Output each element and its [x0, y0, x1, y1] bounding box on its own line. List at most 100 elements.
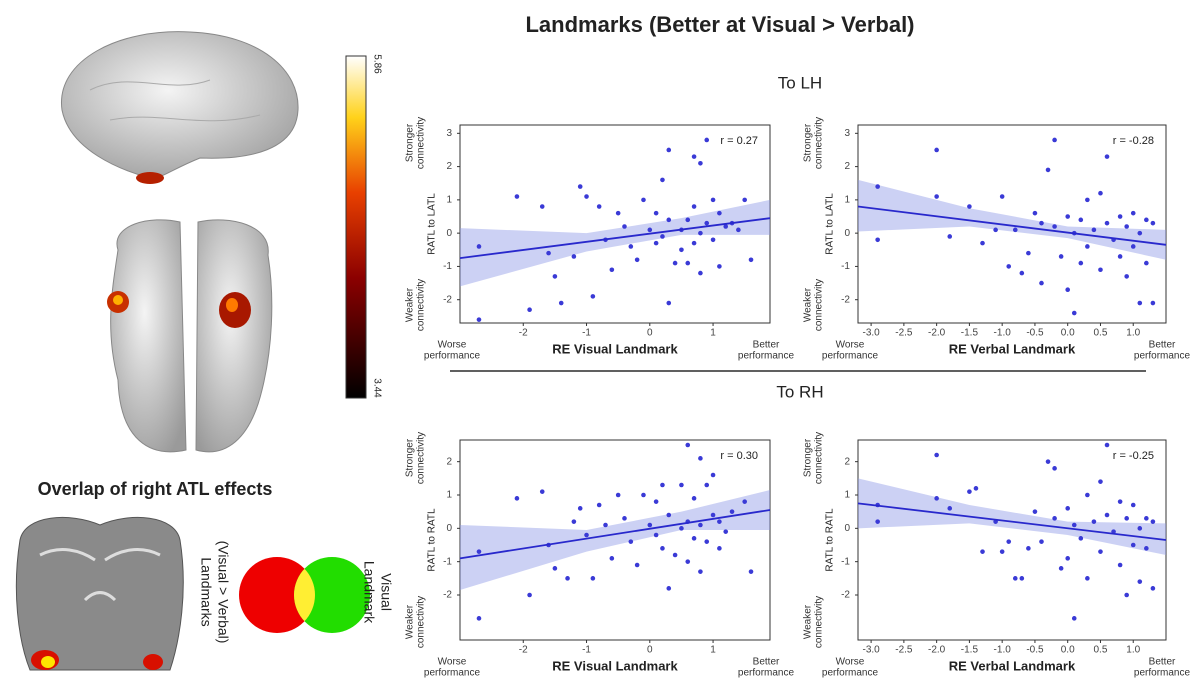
data-point	[1091, 519, 1097, 524]
y-tick-label: -2	[443, 590, 452, 601]
data-point	[736, 227, 741, 233]
y-tick-label: -1	[443, 556, 452, 567]
y-low-label: connectivity	[416, 279, 427, 331]
data-point	[615, 492, 621, 498]
data-point	[934, 496, 939, 501]
data-point	[1150, 519, 1156, 524]
data-point	[1144, 516, 1149, 521]
data-point	[691, 154, 697, 159]
data-point	[1052, 466, 1057, 471]
venn-diagram	[239, 557, 370, 633]
venn-label: Landmarks	[198, 557, 214, 626]
y-tick-label: 2	[844, 456, 850, 467]
data-point	[875, 184, 880, 189]
data-point	[1137, 230, 1143, 236]
regression-line	[857, 502, 1167, 541]
data-point	[634, 257, 640, 263]
data-point	[1091, 227, 1097, 233]
colorbar	[345, 55, 367, 399]
x-high-label: performance	[738, 668, 795, 679]
data-point	[1130, 542, 1136, 548]
annotation: r = 0.30	[720, 450, 758, 462]
data-point	[1078, 260, 1084, 266]
data-point	[1019, 270, 1025, 276]
y-tick-label: 1	[844, 490, 850, 501]
data-point	[980, 240, 985, 246]
y-low-label: Weaker	[803, 287, 814, 322]
data-point	[1137, 579, 1143, 584]
data-point	[1085, 492, 1090, 498]
data-point	[685, 442, 691, 448]
x-axis-label: RE Visual Landmark	[552, 341, 678, 356]
y-low-label: connectivity	[416, 596, 427, 648]
data-point	[539, 489, 545, 494]
y-low-label: Weaker	[405, 604, 416, 639]
data-point	[999, 549, 1005, 554]
data-point	[577, 184, 583, 189]
data-point	[1085, 197, 1090, 203]
data-point	[679, 247, 684, 253]
data-point	[514, 194, 520, 199]
x-tick-label: -2.5	[895, 645, 913, 656]
data-point	[552, 274, 558, 279]
x-high-label: Better	[1149, 340, 1176, 351]
data-point	[1052, 137, 1057, 143]
data-point	[1071, 310, 1077, 316]
y-high-label: connectivity	[814, 432, 825, 484]
data-point	[1137, 300, 1143, 306]
data-point	[653, 499, 659, 504]
x-tick-label: -1.5	[961, 328, 979, 339]
data-point	[1124, 592, 1129, 598]
data-point	[704, 539, 710, 544]
x-tick-label: -0.5	[1026, 328, 1044, 339]
data-point	[1039, 280, 1044, 286]
data-point	[1012, 227, 1018, 233]
data-point	[1150, 586, 1156, 591]
data-point	[476, 616, 482, 621]
data-point	[1098, 190, 1103, 196]
data-point	[698, 270, 703, 276]
x-tick-label: -3.0	[862, 645, 880, 656]
plot-area	[857, 439, 1167, 641]
plot-area	[459, 439, 771, 641]
data-point	[1117, 254, 1123, 259]
overlap-title: Overlap of right ATL effects	[38, 479, 273, 499]
data-point	[934, 147, 939, 153]
data-point	[1065, 506, 1071, 511]
data-point	[691, 240, 697, 246]
plot-area	[857, 124, 1167, 324]
y-tick-label: -2	[841, 294, 850, 305]
data-point	[685, 260, 691, 266]
data-point	[967, 489, 972, 494]
x-tick-label: 0.5	[1094, 328, 1108, 339]
data-point	[660, 177, 665, 183]
data-point	[717, 546, 722, 551]
data-point	[704, 482, 710, 488]
data-point	[615, 210, 621, 216]
y-tick-label: -2	[841, 590, 850, 601]
data-point	[1065, 214, 1071, 219]
x-tick-label: -2.0	[928, 645, 946, 656]
data-point	[628, 539, 634, 544]
x-axis-label: RE Verbal Landmark	[949, 341, 1076, 356]
data-point	[1045, 459, 1051, 464]
data-point	[973, 486, 979, 491]
data-point	[748, 257, 754, 263]
x-tick-label: -0.5	[1026, 645, 1044, 656]
data-point	[660, 546, 665, 551]
data-point	[698, 456, 703, 461]
regression-line	[459, 509, 771, 560]
data-point	[628, 244, 634, 249]
data-point	[999, 194, 1005, 199]
data-point	[1026, 546, 1031, 551]
data-point	[1104, 442, 1110, 448]
x-high-label: Better	[1149, 657, 1176, 668]
data-point	[704, 220, 710, 226]
data-point	[1065, 287, 1071, 293]
data-point	[1137, 526, 1143, 531]
y-tick-label: 0	[446, 523, 452, 534]
data-point	[748, 569, 754, 574]
confidence-band	[460, 490, 770, 590]
x-low-label: Worse	[438, 340, 467, 351]
x-tick-label: -2	[519, 328, 528, 339]
